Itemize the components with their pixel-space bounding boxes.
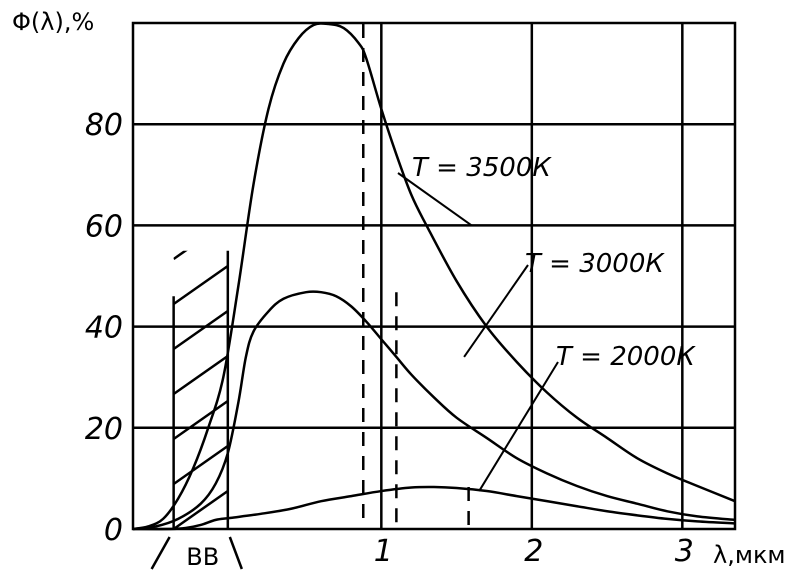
- annotation-leader: [463, 264, 529, 358]
- annotation-label: T = 3500К: [412, 153, 552, 183]
- y-tick-label: 80: [85, 108, 123, 143]
- hatch-line: [173, 309, 228, 351]
- curve-2: [132, 290, 736, 531]
- annotation-leader: [397, 172, 473, 227]
- hatch-line: [173, 444, 228, 486]
- hatch-line: [173, 399, 228, 441]
- x-tick-label: 2: [524, 534, 543, 569]
- hatch-line: [173, 264, 228, 306]
- y-axis-label: Φ(λ),%: [12, 8, 94, 36]
- y-tick-label: 0: [104, 513, 123, 548]
- y-tick-label: 40: [85, 311, 123, 346]
- hatch-line: [173, 489, 228, 529]
- vv-tick-left: [150, 536, 171, 570]
- y-tick-label: 20: [85, 412, 123, 447]
- curves: [132, 22, 736, 531]
- y-tick-label: 60: [85, 209, 123, 244]
- plot-frame: [131, 21, 737, 531]
- vv-tick-right: [228, 536, 243, 570]
- annotation-leader: [478, 361, 559, 492]
- vv-region: ВВ: [150, 250, 243, 571]
- curve-3: [132, 485, 736, 531]
- x-axis-label: λ,мкм: [713, 541, 786, 569]
- hatch-line: [173, 250, 188, 261]
- hatch-line: [173, 354, 228, 396]
- annotations: T = 3500К T = 3000К T = 2000К: [397, 153, 696, 492]
- vv-hatching: [173, 250, 228, 529]
- vv-label: ВВ: [186, 543, 219, 571]
- curve-1: [132, 22, 736, 531]
- annotation-label: T = 3000К: [525, 249, 665, 279]
- x-tick-label: 1: [374, 534, 393, 569]
- tick-labels: 0 20 40 60 80 1 2 3: [85, 108, 694, 569]
- annotation-label: T = 2000К: [556, 342, 696, 372]
- x-tick-label: 3: [675, 534, 694, 569]
